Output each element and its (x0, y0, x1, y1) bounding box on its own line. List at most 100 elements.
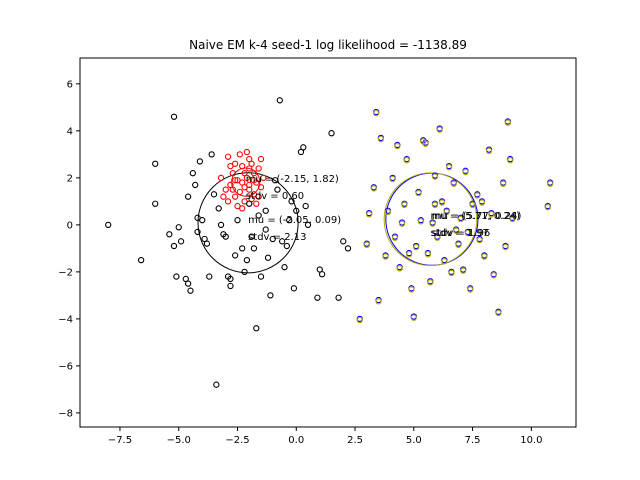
data-point (460, 267, 467, 274)
data-point (227, 275, 234, 283)
data-point (286, 217, 293, 224)
data-point (344, 245, 352, 252)
data-point (248, 195, 255, 203)
data-point (431, 173, 439, 180)
data-point (438, 199, 446, 206)
data-point (377, 135, 385, 143)
data-point (436, 126, 443, 133)
data-point (410, 314, 417, 321)
data-point (217, 221, 225, 229)
data-point (476, 236, 483, 244)
data-point (194, 228, 201, 236)
data-point (441, 258, 448, 265)
data-point (250, 170, 258, 177)
y-tick-label: 0 (67, 220, 73, 231)
data-point (239, 179, 246, 186)
data-point (269, 235, 276, 243)
data-point (415, 189, 422, 197)
data-point (246, 155, 253, 163)
data-point (464, 229, 472, 237)
x-tick-label: 5.0 (406, 435, 422, 446)
data-point (455, 241, 462, 249)
mu-annotation-2: mu = (5.77, 0.24) (432, 211, 522, 222)
x-tick-label: −2.5 (225, 435, 249, 446)
data-point (177, 238, 185, 245)
data-point (236, 151, 243, 158)
data-point (504, 119, 511, 126)
data-point (365, 211, 373, 218)
data-point (192, 181, 199, 189)
data-point (314, 294, 321, 301)
data-point (434, 234, 441, 241)
component-circles (197, 167, 479, 274)
data-point (184, 280, 192, 287)
data-point (231, 193, 239, 200)
data-point (481, 253, 488, 260)
data-point (413, 244, 420, 251)
data-point (208, 151, 215, 158)
data-point (335, 294, 342, 301)
data-point (206, 273, 213, 280)
data-point (382, 253, 389, 260)
data-point (274, 186, 281, 193)
data-point (241, 268, 248, 276)
data-point (417, 218, 425, 225)
data-point (502, 244, 509, 251)
data-point (279, 238, 286, 245)
data-point (236, 188, 243, 196)
data-point (507, 157, 514, 164)
stdv-annotation-1: stdv = 2.13 (248, 232, 306, 243)
data-point (264, 254, 272, 261)
mu-annotation-3: mu = (5.71, 0.24) (430, 211, 520, 222)
component-circle-1 (197, 172, 299, 274)
data-point (210, 191, 218, 198)
data-point (170, 113, 178, 120)
data-point (222, 186, 229, 193)
data-point (370, 185, 377, 192)
data-point (443, 208, 450, 216)
data-point (175, 224, 182, 231)
data-point (389, 175, 396, 183)
data-point (424, 251, 432, 258)
mu-annotation-0: mu = (-2.15, 1.82) (246, 174, 339, 185)
data-point (152, 160, 159, 167)
data-point (373, 110, 380, 117)
data-point (262, 226, 269, 233)
data-point (488, 211, 495, 218)
data-point (469, 201, 476, 209)
data-point (300, 144, 307, 151)
data-point (297, 148, 305, 156)
data-point (170, 242, 178, 250)
data-point (485, 147, 493, 154)
data-point (495, 309, 502, 317)
data-point (241, 170, 248, 177)
data-point (267, 292, 274, 299)
data-point (302, 202, 309, 210)
plot-frame (79, 57, 577, 428)
data-point (478, 199, 486, 206)
x-axis: −7.5 −5.0 −2.5 0.0 2.5 5.0 7.5 10.0 (108, 427, 542, 446)
x-tick-label: 2.5 (347, 435, 363, 446)
data-point (396, 265, 403, 272)
data-point (316, 266, 323, 273)
data-point (450, 180, 457, 187)
data-point (340, 238, 347, 245)
data-point (246, 181, 253, 189)
data-point (255, 193, 262, 200)
data-point (262, 207, 269, 214)
data-point (250, 177, 258, 184)
x-tick-label: −7.5 (108, 435, 132, 446)
data-point (288, 198, 295, 205)
data-point (375, 298, 382, 305)
data-point (405, 251, 413, 258)
stdv-annotation-3: stdv = 1.97 (430, 228, 488, 239)
x-tick-label: 0.0 (288, 435, 304, 446)
y-tick-label: 2 (67, 173, 73, 184)
data-point (474, 192, 481, 199)
data-point (356, 316, 363, 324)
data-point (246, 200, 253, 207)
x-tick-label: 10.0 (520, 435, 542, 446)
data-point (137, 256, 145, 264)
data-point (220, 231, 227, 238)
y-tick-label: 6 (67, 79, 73, 90)
